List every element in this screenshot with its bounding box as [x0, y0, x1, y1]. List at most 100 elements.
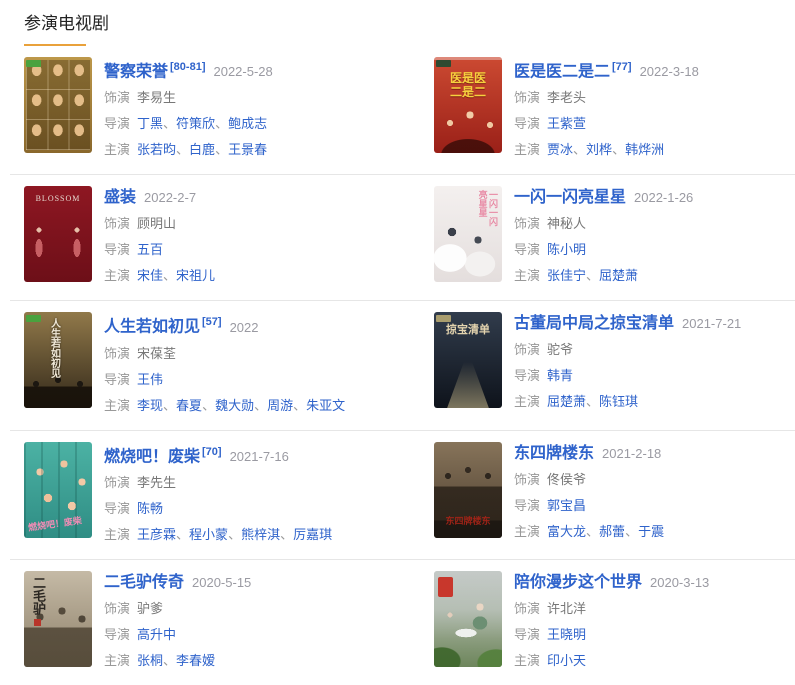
poster-title-text: 人生若如初见	[48, 318, 60, 379]
reference-sup[interactable]: [77]	[612, 61, 632, 73]
star-link[interactable]: 郝蕾	[599, 523, 626, 539]
director-line: 导演 五百	[104, 240, 215, 260]
director-link[interactable]: 符策欣	[176, 116, 216, 132]
drama-title-link[interactable]: 古董局中局之掠宝清单	[514, 315, 675, 333]
release-date: 2022	[229, 319, 259, 335]
poster[interactable]: 人生若如初见	[24, 312, 92, 409]
poster[interactable]: 掠宝清单	[434, 312, 502, 409]
poster[interactable]: BLOSSOM	[24, 186, 92, 283]
release-date: 2021-2-18	[602, 445, 662, 461]
poster[interactable]: 燃烧吧！废柴	[24, 441, 92, 538]
director-link[interactable]: 陈畅	[137, 500, 164, 516]
director-names: 王紫萱	[547, 116, 586, 131]
star-label: 主演	[104, 268, 131, 284]
director-link[interactable]: 陈小明	[547, 242, 587, 258]
director-link[interactable]: 高升中	[137, 626, 177, 642]
star-link[interactable]: 李现	[137, 397, 164, 413]
star-link[interactable]: 春夏	[176, 397, 203, 413]
star-link[interactable]: 白鹿	[189, 142, 216, 158]
poster-badge	[26, 315, 41, 323]
star-line: 主演 印小天	[514, 651, 709, 671]
star-line: 主演 张若昀、白鹿、王景春	[104, 140, 273, 160]
drama-title-link[interactable]: 东四牌楼东	[514, 444, 595, 462]
star-names: 张桐、李春嫒	[137, 653, 215, 668]
drama-title-link[interactable]: 陪你漫步这个世界	[514, 573, 643, 591]
star-link[interactable]: 熊梓淇	[241, 526, 281, 542]
drama-title-link[interactable]: 燃烧吧！废柴	[104, 447, 201, 465]
star-link[interactable]: 于震	[638, 523, 665, 539]
star-link[interactable]: 张若昀	[137, 142, 177, 158]
poster-title-text: 燃烧吧！废柴	[27, 515, 83, 534]
role-name: 许北洋	[547, 600, 587, 616]
director-names: 陈小明	[547, 242, 586, 257]
title-row: 东四牌楼东 2021-2-18	[514, 443, 664, 464]
director-names: 五百	[137, 242, 163, 257]
poster-title-text: BLOSSOM	[35, 194, 81, 204]
director-link[interactable]: 鲍成志	[228, 116, 268, 132]
director-link[interactable]: 王晓明	[547, 626, 587, 642]
drama-item: 二毛驴 二毛驴传奇 2020-5-15 饰演 驴爹 导演 高升中 主演 张桐、李春嫒	[24, 570, 434, 671]
star-link[interactable]: 朱亚文	[306, 397, 346, 413]
director-label: 导演	[104, 500, 131, 516]
star-link[interactable]: 王彦霖	[137, 526, 177, 542]
drama-list: 警察荣誉 [80-81] 2022-5-28 饰演 李易生 导演 丁黑、符策欣、鲍成志 …	[10, 46, 795, 685]
star-link[interactable]: 陈钰琪	[599, 394, 639, 410]
star-link[interactable]: 富大龙	[547, 523, 587, 539]
director-link[interactable]: 王紫萱	[547, 116, 587, 132]
drama-row: 警察荣誉 [80-81] 2022-5-28 饰演 李易生 导演 丁黑、符策欣、鲍成志 …	[10, 46, 795, 176]
poster[interactable]	[434, 570, 502, 667]
reference-sup[interactable]: [80-81]	[170, 61, 206, 73]
poster[interactable]	[24, 57, 92, 153]
star-line: 主演 李现、春夏、魏大勋、周游、朱亚文	[104, 396, 345, 416]
star-label: 主演	[104, 397, 131, 413]
name-separator: 、	[163, 652, 177, 668]
star-link[interactable]: 宋祖儿	[176, 268, 216, 284]
star-link[interactable]: 屈楚萧	[547, 394, 587, 410]
star-link[interactable]: 李春嫒	[176, 652, 216, 668]
director-names: 王晓明	[547, 627, 586, 642]
star-names: 王彦霖、程小蒙、熊梓淇、厉嘉琪	[137, 527, 332, 542]
name-separator: 、	[202, 397, 216, 413]
star-link[interactable]: 宋佳	[137, 268, 164, 284]
drama-item: 陪你漫步这个世界 2020-3-13 饰演 许北洋 导演 王晓明 主演 印小天	[434, 570, 795, 671]
star-link[interactable]: 贾冰	[547, 142, 574, 158]
star-link[interactable]: 张桐	[137, 652, 164, 668]
module-header: 参演电视剧	[0, 0, 795, 46]
drama-title-link[interactable]: 人生若如初见	[104, 318, 201, 336]
drama-title-link[interactable]: 二毛驴传奇	[104, 573, 185, 591]
drama-title-link[interactable]: 盛装	[104, 189, 137, 207]
star-link[interactable]: 王景春	[228, 142, 268, 158]
poster[interactable]: 一闪一闪 亮星星	[434, 186, 502, 283]
star-link[interactable]: 印小天	[547, 652, 587, 668]
drama-title-link[interactable]: 医是医二是二	[514, 63, 611, 81]
star-link[interactable]: 刘桦	[586, 142, 613, 158]
director-link[interactable]: 王伟	[137, 371, 164, 387]
title-row: 医是医二是二 [77] 2022-3-18	[514, 58, 699, 82]
star-link[interactable]: 厉嘉琪	[293, 526, 333, 542]
director-link[interactable]: 五百	[137, 242, 164, 258]
star-link[interactable]: 张佳宁	[547, 268, 587, 284]
poster[interactable]: 二毛驴	[24, 570, 92, 667]
star-link[interactable]: 魏大勋	[215, 397, 255, 413]
drama-title-link[interactable]: 警察荣誉	[104, 63, 169, 81]
star-link[interactable]: 韩烨洲	[625, 142, 665, 158]
director-line: 导演 王伟	[104, 370, 345, 390]
poster[interactable]: 东四牌楼东	[434, 441, 502, 538]
drama-title-link[interactable]: 一闪一闪亮星星	[514, 189, 627, 207]
drama-item: 一闪一闪 亮星星 一闪一闪亮星星 2022-1-26 饰演 神秘人 导演 陈小明 主演…	[434, 186, 795, 286]
director-link[interactable]: 丁黑	[137, 116, 164, 132]
poster-badge	[436, 315, 451, 323]
star-names: 富大龙、郝蕾、于震	[547, 524, 664, 539]
star-line: 主演 张桐、李春嫒	[104, 651, 251, 671]
director-label: 导演	[104, 626, 131, 642]
reference-sup[interactable]: [57]	[202, 316, 222, 329]
director-link[interactable]: 郭宝昌	[547, 497, 587, 513]
poster[interactable]: 医是医 二是二	[434, 57, 502, 153]
star-link[interactable]: 周游	[267, 397, 294, 413]
reference-sup[interactable]: [70]	[202, 445, 222, 458]
drama-info: 警察荣誉 [80-81] 2022-5-28 饰演 李易生 导演 丁黑、符策欣、鲍成志 …	[104, 57, 273, 160]
director-link[interactable]: 韩青	[547, 368, 574, 384]
director-line: 导演 高升中	[104, 625, 251, 645]
star-link[interactable]: 屈楚萧	[599, 268, 639, 284]
star-link[interactable]: 程小蒙	[189, 526, 229, 542]
